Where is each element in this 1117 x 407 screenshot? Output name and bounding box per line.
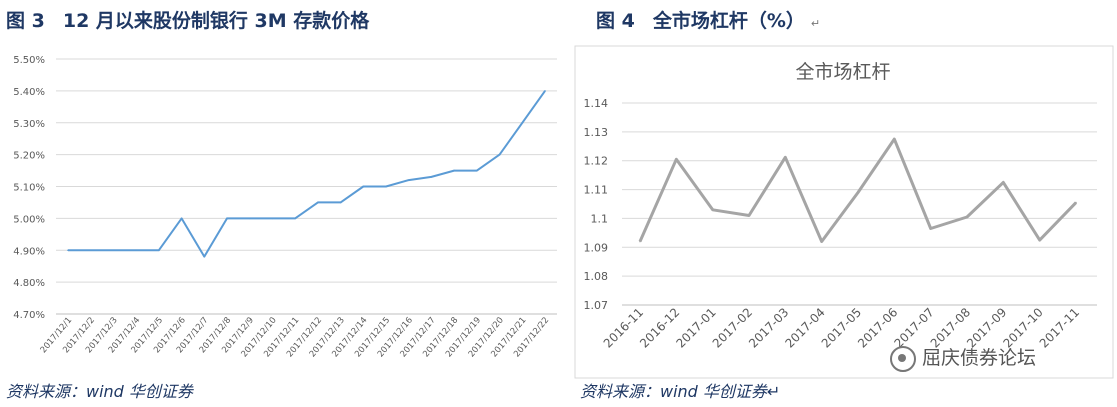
right-data-point bbox=[857, 191, 859, 194]
right-data-point bbox=[1075, 201, 1077, 204]
right-y-tick-label: 1.1 bbox=[591, 212, 609, 225]
left-data-point bbox=[89, 249, 92, 252]
left-data-point bbox=[158, 249, 160, 252]
figure-4-title: 图 4 全市场杠杆（%） ↵ bbox=[596, 6, 820, 33]
left-data-point bbox=[407, 179, 410, 181]
left-data-point bbox=[430, 176, 433, 178]
chart-title: 全市场杠杆 bbox=[795, 61, 890, 83]
left-data-point bbox=[180, 217, 183, 220]
left-data-point bbox=[544, 90, 546, 92]
left-data-point bbox=[226, 217, 228, 220]
left-data-point bbox=[339, 201, 342, 204]
left-y-tick-label: 4.80% bbox=[13, 278, 45, 289]
right-data-point bbox=[1002, 181, 1005, 184]
left-data-point bbox=[317, 201, 319, 204]
right-y-tick-label: 1.11 bbox=[584, 184, 609, 197]
left-y-tick-label: 4.70% bbox=[13, 310, 45, 321]
left-data-point bbox=[521, 121, 524, 124]
left-data-point bbox=[453, 169, 455, 172]
right-data-point bbox=[711, 208, 714, 211]
left-y-tick-label: 4.90% bbox=[13, 246, 45, 257]
left-data-point bbox=[498, 153, 501, 156]
left-data-point bbox=[135, 249, 137, 252]
figure-3-number: 图 3 bbox=[6, 10, 45, 32]
right-y-tick-label: 1.07 bbox=[584, 299, 609, 312]
right-data-point bbox=[675, 158, 678, 161]
figure-4-source: 资料来源：wind 华创证券↵ bbox=[580, 382, 781, 401]
watermark-text: 屈庆债券论坛 bbox=[922, 347, 1037, 369]
figure-4-number: 图 4 bbox=[596, 10, 635, 32]
figure-3-title-text: 12 月以来股份制银行 3M 存款价格 bbox=[62, 10, 370, 32]
left-data-point bbox=[112, 249, 115, 252]
left-data-point bbox=[294, 217, 296, 220]
right-data-point bbox=[893, 138, 896, 140]
right-data-point bbox=[748, 214, 750, 217]
figure-3-title: 图 3 12 月以来股份制银行 3M 存款价格 bbox=[6, 6, 369, 33]
left-y-tick-label: 5.00% bbox=[13, 214, 45, 225]
left-data-point bbox=[67, 249, 69, 252]
left-data-point bbox=[362, 185, 365, 188]
right-y-tick-label: 1.08 bbox=[584, 270, 609, 283]
right-data-point bbox=[639, 240, 641, 243]
left-data-point bbox=[271, 217, 274, 220]
left-y-tick-label: 5.30% bbox=[13, 119, 45, 130]
left-data-point bbox=[476, 169, 478, 172]
figure-3-source: 资料来源：wind 华创证券 bbox=[6, 382, 193, 401]
left-y-tick-label: 5.50% bbox=[13, 55, 45, 66]
right-data-point bbox=[966, 216, 968, 218]
right-data-point bbox=[784, 156, 787, 159]
paragraph-mark: ↵ bbox=[810, 17, 821, 30]
right-y-tick-label: 1.13 bbox=[584, 126, 609, 139]
right-y-tick-label: 1.12 bbox=[584, 155, 609, 168]
left-y-tick-label: 5.40% bbox=[13, 87, 45, 98]
right-data-point bbox=[820, 240, 823, 243]
wechat-logo-icon bbox=[890, 345, 916, 372]
figure-4-title-text: 全市场杠杆（%） bbox=[652, 10, 805, 32]
right-y-tick-label: 1.09 bbox=[584, 241, 609, 254]
watermark: 屈庆债券论坛 bbox=[890, 343, 1036, 372]
left-y-tick-label: 5.10% bbox=[13, 183, 45, 194]
left-data-point bbox=[385, 185, 387, 188]
left-data-point bbox=[203, 255, 206, 258]
right-data-point bbox=[1038, 239, 1041, 241]
left-data-point bbox=[248, 217, 251, 220]
right-y-tick-label: 1.14 bbox=[584, 97, 609, 110]
left-series-line bbox=[68, 90, 546, 258]
right-data-point bbox=[929, 227, 932, 230]
left-y-tick-label: 5.20% bbox=[13, 151, 45, 162]
